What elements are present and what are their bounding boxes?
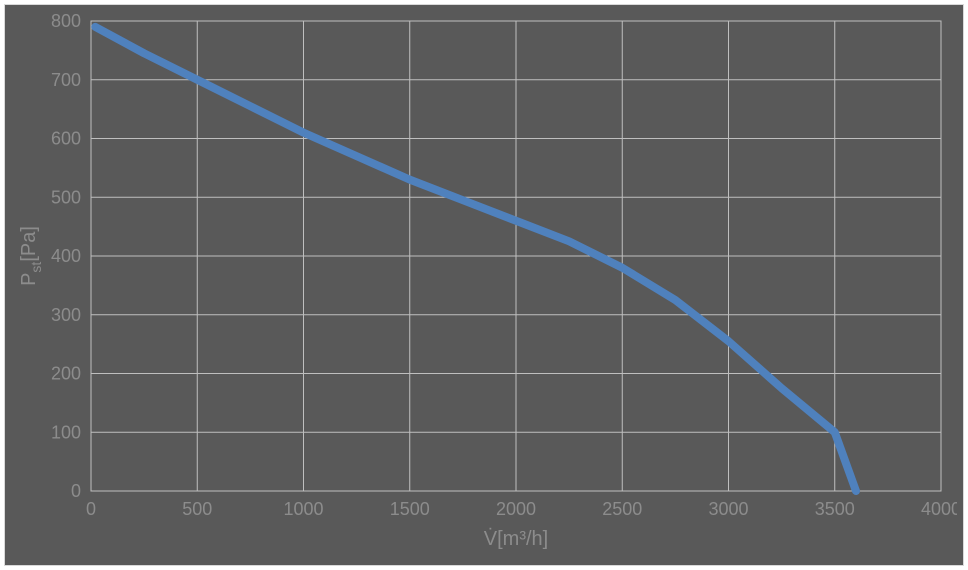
y-tick-label: 600 — [51, 129, 81, 149]
y-tick-label: 700 — [51, 70, 81, 90]
x-axis-label: V̇[m³/h] — [484, 528, 548, 550]
x-tick-label: 3000 — [708, 499, 748, 519]
x-tick-label: 1000 — [283, 499, 323, 519]
chart-svg: 0 500 1000 1500 2000 2500 3000 3500 4000 0 100 200 3… — [11, 11, 957, 559]
x-tick-label: 2500 — [602, 499, 642, 519]
y-tick-label: 200 — [51, 364, 81, 384]
x-tick-label: 1500 — [390, 499, 430, 519]
y-tick-label: 0 — [71, 481, 81, 501]
y-tick-label: 800 — [51, 11, 81, 31]
x-tick-label: 3500 — [815, 499, 855, 519]
x-tick-label: 0 — [86, 499, 96, 519]
y-axis-label: Pst[Pa] — [18, 226, 44, 286]
y-tick-label: 300 — [51, 305, 81, 325]
y-tick-label: 500 — [51, 187, 81, 207]
x-tick-label: 500 — [182, 499, 212, 519]
y-tick-label: 400 — [51, 246, 81, 266]
x-tick-label: 2000 — [496, 499, 536, 519]
chart-container: 0 500 1000 1500 2000 2500 3000 3500 4000 0 100 200 3… — [4, 4, 964, 566]
y-tick-label: 100 — [51, 422, 81, 442]
x-tick-label: 4000 — [921, 499, 957, 519]
plot-area: 0 500 1000 1500 2000 2500 3000 3500 4000 0 100 200 3… — [11, 11, 957, 559]
